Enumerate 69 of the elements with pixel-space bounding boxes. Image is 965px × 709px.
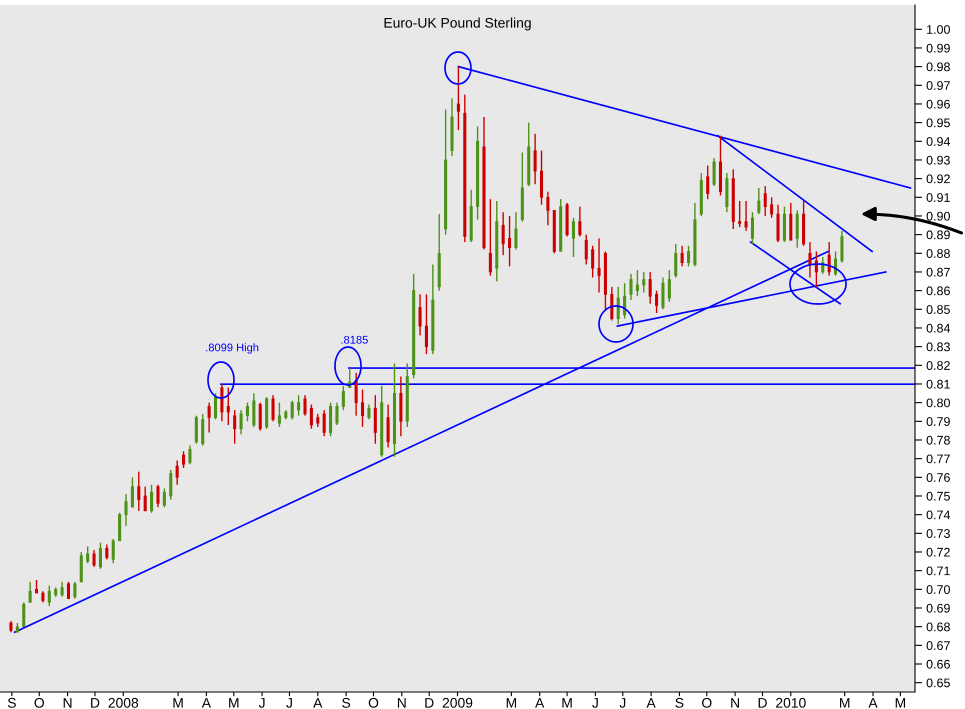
y-tick-label: 1.00 — [927, 25, 950, 34]
y-tick-label: 0.91 — [926, 193, 950, 202]
y-tick-label: 0.74 — [926, 510, 950, 520]
y-tick-label: 0.75 — [926, 492, 950, 501]
x-tick-label: O — [368, 698, 378, 708]
x-tick-label: S — [675, 698, 684, 708]
x-tick-label: N — [64, 698, 72, 708]
x-tick-label: S — [342, 698, 350, 708]
y-tick-label: 0.87 — [926, 268, 950, 277]
y-tick-label: 0.99 — [926, 44, 950, 53]
y-tick-label: 0.96 — [926, 100, 950, 109]
x-tick-label: A — [313, 698, 322, 708]
x-tick-label: M — [840, 698, 850, 708]
y-tick-label: 0.78 — [926, 436, 950, 445]
x-tick-label: J — [592, 698, 598, 708]
y-tick-label: 0.70 — [926, 585, 950, 594]
x-tick-label: J — [286, 698, 292, 708]
y-tick-label: 0.93 — [926, 156, 950, 165]
x-tick-label: M — [562, 698, 572, 708]
x-tick-label: A — [202, 698, 211, 708]
x-tick-label: 2009 — [442, 698, 472, 708]
y-tick-label: 0.98 — [926, 62, 950, 72]
annotation: .8185 — [342, 336, 368, 344]
x-tick-label: D — [425, 698, 434, 708]
y-tick-label: 0.77 — [926, 454, 950, 464]
annotation: .8099 High — [206, 343, 258, 354]
x-tick-label: D — [91, 698, 100, 708]
x-tick-label: M — [506, 698, 516, 708]
y-tick-label: 0.80 — [926, 398, 950, 408]
y-tick-label: 0.88 — [926, 249, 950, 258]
x-tick-label: O — [34, 698, 44, 708]
y-tick-label: 0.68 — [926, 622, 950, 632]
text: Euro-UK Pound Sterling — [384, 18, 531, 30]
y-tick-label: 0.71 — [926, 566, 950, 576]
x-tick-label: N — [731, 698, 739, 708]
x-tick-label: A — [868, 698, 878, 708]
y-tick-label: 0.67 — [926, 641, 950, 650]
x-tick-label: A — [535, 698, 544, 708]
y-tick-label: 0.72 — [926, 548, 950, 557]
y-tick-label: 0.90 — [926, 212, 950, 221]
y-tick-label: 0.84 — [926, 324, 950, 333]
x-tick-label: 2010 — [776, 698, 806, 708]
y-tick-label: 0.66 — [926, 660, 950, 669]
y-tick-label: 0.83 — [926, 342, 950, 352]
y-tick-label: 0.76 — [926, 473, 950, 482]
y-tick-label: 0.81 — [926, 380, 950, 389]
y-tick-label: 0.97 — [926, 81, 950, 90]
x-tick-label: M — [173, 698, 183, 708]
x-tick-label: N — [398, 698, 406, 708]
y-tick-label: 0.85 — [926, 305, 950, 314]
x-tick-label: M — [229, 698, 238, 708]
x-tick-label: 2008 — [108, 698, 138, 708]
x-tick-label: A — [646, 698, 656, 708]
y-tick-label: 0.65 — [926, 678, 950, 688]
x-tick-label: S — [8, 698, 16, 708]
x-tick-label: M — [896, 698, 906, 708]
x-tick-label: O — [702, 698, 712, 708]
x-tick-label: J — [620, 698, 626, 708]
y-tick-label: 0.79 — [926, 417, 950, 426]
y-tick-label: 0.69 — [926, 604, 950, 613]
y-tick-label: 0.82 — [926, 361, 950, 370]
x-tick-label: J — [258, 698, 265, 708]
y-tick-label: 0.73 — [926, 529, 950, 538]
y-tick-label: 0.89 — [926, 230, 950, 240]
y-tick-label: 0.86 — [926, 286, 950, 296]
x-tick-label: D — [758, 698, 767, 708]
y-tick-label: 0.94 — [926, 137, 950, 146]
y-tick-label: 0.95 — [926, 118, 950, 128]
y-tick-label: 0.92 — [926, 174, 950, 184]
